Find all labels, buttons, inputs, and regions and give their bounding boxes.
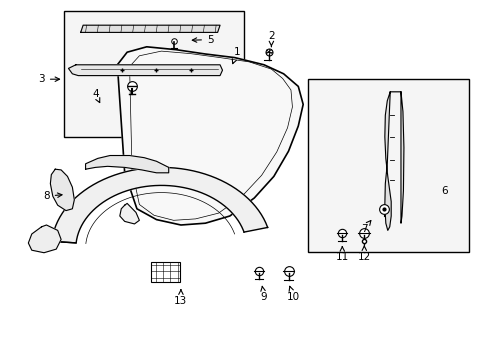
Bar bbox=[63, 11, 244, 137]
Polygon shape bbox=[85, 156, 168, 173]
Polygon shape bbox=[81, 25, 220, 32]
Text: 12: 12 bbox=[357, 246, 370, 262]
Polygon shape bbox=[68, 65, 222, 76]
Text: 6: 6 bbox=[441, 186, 447, 196]
Text: 7: 7 bbox=[360, 221, 370, 234]
Polygon shape bbox=[52, 167, 267, 243]
Polygon shape bbox=[384, 92, 403, 230]
Polygon shape bbox=[28, 225, 61, 253]
Bar bbox=[150, 262, 180, 282]
Text: 10: 10 bbox=[286, 286, 299, 302]
Text: 5: 5 bbox=[192, 35, 213, 45]
Polygon shape bbox=[117, 47, 303, 225]
Text: 1: 1 bbox=[232, 47, 240, 64]
Text: 3: 3 bbox=[38, 74, 60, 84]
Text: 2: 2 bbox=[267, 31, 274, 46]
Text: 11: 11 bbox=[335, 247, 348, 262]
Bar bbox=[307, 79, 468, 252]
Text: 9: 9 bbox=[260, 286, 267, 302]
Polygon shape bbox=[120, 203, 139, 224]
Text: 8: 8 bbox=[43, 191, 62, 201]
Polygon shape bbox=[50, 169, 74, 211]
Text: 13: 13 bbox=[174, 290, 187, 306]
Text: 4: 4 bbox=[92, 89, 100, 103]
